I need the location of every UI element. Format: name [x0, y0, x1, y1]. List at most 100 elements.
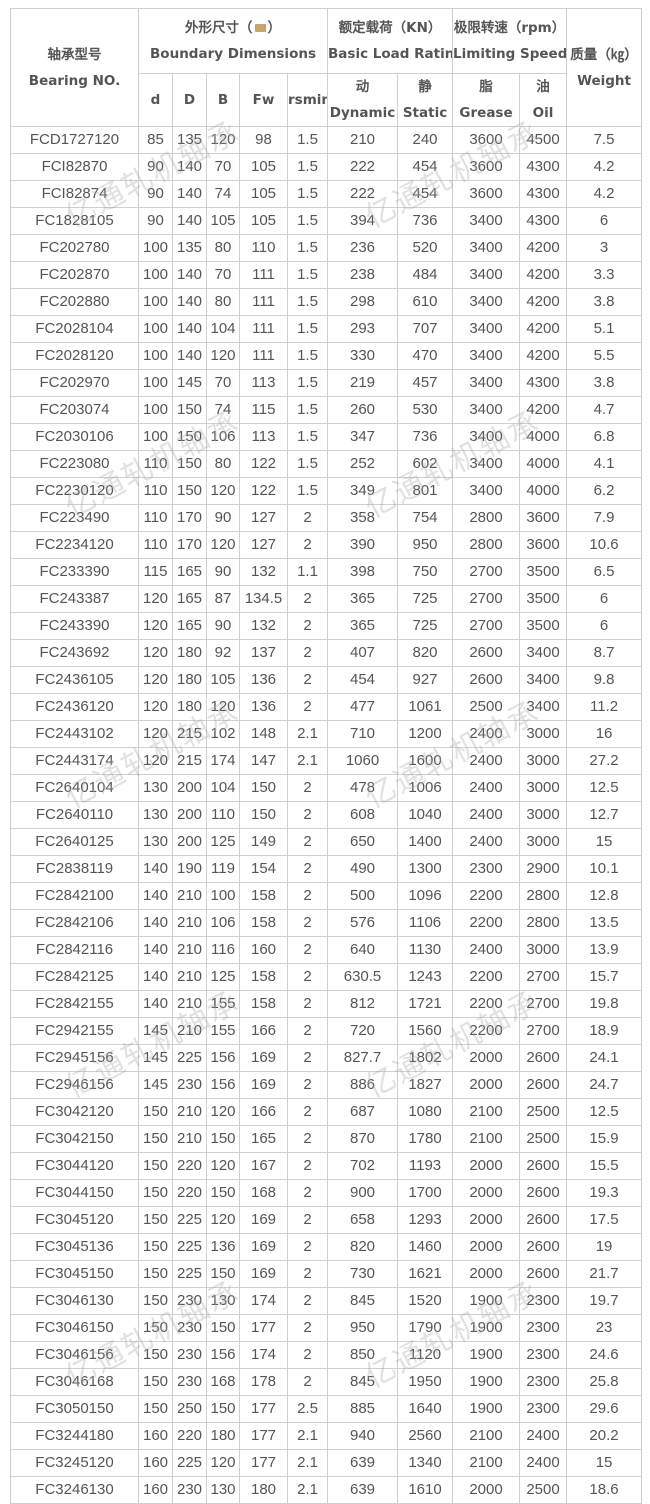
cell-B: 90: [206, 558, 240, 586]
cell-d: 100: [138, 288, 173, 316]
cell-d: 160: [138, 1422, 173, 1450]
cell-d: 100: [138, 261, 173, 289]
cell-d: 145: [138, 1071, 173, 1099]
table-row: FC2234120 110 170 120 127 2 390 950 2800 3600 10.6: [10, 531, 643, 559]
cell-d: 100: [138, 423, 173, 451]
table-row: FC2436105 120 180 105 136 2 454 927 2600 3400 9.8: [10, 666, 643, 694]
cell-B: 100: [206, 882, 240, 910]
cell-d: 150: [138, 1179, 173, 1207]
table-row: FC2028104 100 140 104 111 1.5 293 707 3400 4200 5.…: [10, 315, 643, 343]
cell-d: 120: [138, 720, 173, 748]
cell-oil: 2300: [519, 1287, 568, 1315]
cell-grease: 2000: [452, 1206, 521, 1234]
table-row: FC2443174 120 215 174 147 2.1 1060 1600 2400 3000…: [10, 747, 643, 775]
cell-grease: 2600: [452, 639, 521, 667]
cell-B: 125: [206, 963, 240, 991]
cell-grease: 2200: [452, 1017, 521, 1045]
cell-bearing-no: FC243692: [10, 639, 139, 667]
cell-fw: 166: [239, 1098, 288, 1126]
cell-fw: 137: [239, 639, 288, 667]
cell-weight: 12.5: [566, 1098, 643, 1126]
cell-bearing-no: FC202780: [10, 234, 139, 262]
cell-fw: 158: [239, 990, 288, 1018]
cell-fw: 177: [239, 1314, 288, 1342]
cell-weight: 23: [566, 1314, 643, 1342]
cell-oil: 3400: [519, 639, 568, 667]
cell-dynamic: 407: [327, 639, 399, 667]
cell-rsmin: 2: [286, 1125, 329, 1153]
cell-oil: 3500: [519, 558, 568, 586]
cell-grease: 2000: [452, 1233, 521, 1261]
cell-grease: 3400: [452, 261, 521, 289]
cell-fw: 168: [239, 1179, 288, 1207]
cell-rsmin: 2: [286, 1206, 329, 1234]
cell-weight: 6.8: [566, 423, 643, 451]
cell-rsmin: 2: [286, 963, 329, 991]
bearing-spec-table: 轴承型号 Bearing NO. 外形尺寸（） Boundary Dimension…: [10, 8, 643, 1504]
cell-D: 210: [172, 990, 207, 1018]
table-row: FC3244180 160 220 180 177 2.1 940 2560 2100 2400 2…: [10, 1422, 643, 1450]
cell-d: 150: [138, 1341, 173, 1369]
cell-D: 210: [172, 882, 207, 910]
cell-grease: 3400: [452, 315, 521, 343]
cell-oil: 2800: [519, 882, 568, 910]
cell-B: 120: [206, 477, 240, 505]
cell-dynamic: 608: [327, 801, 399, 829]
cell-fw: 158: [239, 909, 288, 937]
cell-d: 120: [138, 693, 173, 721]
table-row: FC2436120 120 180 120 136 2 477 1061 2500 3400 11.…: [10, 693, 643, 721]
cell-d: 110: [138, 504, 173, 532]
cell-oil: 2700: [519, 963, 568, 991]
cell-weight: 16: [566, 720, 643, 748]
cell-rsmin: 2: [286, 1233, 329, 1261]
cell-D: 230: [172, 1368, 207, 1396]
table-row: FC2842106 140 210 106 158 2 576 1106 2200 2800 13.…: [10, 909, 643, 937]
cell-B: 105: [206, 207, 240, 235]
cell-B: 74: [206, 396, 240, 424]
cell-dynamic: 222: [327, 180, 399, 208]
cell-static: 750: [397, 558, 454, 586]
cell-fw: 122: [239, 450, 288, 478]
cell-dynamic: 365: [327, 585, 399, 613]
cell-fw: 132: [239, 612, 288, 640]
cell-weight: 24.7: [566, 1071, 643, 1099]
cell-d: 115: [138, 558, 173, 586]
header-rsmin: rsmin: [286, 73, 329, 127]
cell-grease: 2000: [452, 1152, 521, 1180]
cell-dynamic: 210: [327, 126, 399, 154]
cell-oil: 3400: [519, 666, 568, 694]
cell-static: 927: [397, 666, 454, 694]
cell-weight: 10.1: [566, 855, 643, 883]
cell-grease: 2300: [452, 855, 521, 883]
cell-weight: 12.5: [566, 774, 643, 802]
cell-fw: 177: [239, 1395, 288, 1423]
cell-grease: 1900: [452, 1287, 521, 1315]
cell-rsmin: 1.5: [286, 450, 329, 478]
cell-static: 1006: [397, 774, 454, 802]
cell-fw: 149: [239, 828, 288, 856]
cell-B: 106: [206, 423, 240, 451]
cell-d: 150: [138, 1206, 173, 1234]
cell-dynamic: 658: [327, 1206, 399, 1234]
table-row: FC202780 100 135 80 110 1.5 236 520 3400 4200 3: [10, 234, 643, 262]
table-row: FC202970 100 145 70 113 1.5 219 457 3400 4300 3.8: [10, 369, 643, 397]
cell-D: 210: [172, 1098, 207, 1126]
table-row: FC233390 115 165 90 132 1.1 398 750 2700 3500 6.5: [10, 558, 643, 586]
cell-oil: 4200: [519, 342, 568, 370]
cell-grease: 2200: [452, 963, 521, 991]
cell-dynamic: 477: [327, 693, 399, 721]
cell-grease: 3400: [452, 423, 521, 451]
cell-D: 140: [172, 342, 207, 370]
cell-bearing-no: FC2640110: [10, 801, 139, 829]
header-d: d: [138, 73, 173, 127]
cell-oil: 2300: [519, 1314, 568, 1342]
cell-B: 70: [206, 369, 240, 397]
cell-B: 104: [206, 315, 240, 343]
cell-bearing-no: FC243390: [10, 612, 139, 640]
cell-oil: 4200: [519, 396, 568, 424]
cell-grease: 2000: [452, 1476, 521, 1504]
cell-rsmin: 1.5: [286, 288, 329, 316]
cell-weight: 17.5: [566, 1206, 643, 1234]
cell-fw: 127: [239, 531, 288, 559]
cell-bearing-no: FC243387: [10, 585, 139, 613]
